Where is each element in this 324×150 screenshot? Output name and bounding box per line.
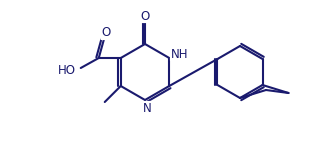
Text: O: O <box>101 27 110 39</box>
Text: N: N <box>143 102 151 114</box>
Text: HO: HO <box>58 63 76 76</box>
Text: O: O <box>140 9 150 22</box>
Text: NH: NH <box>170 48 188 60</box>
